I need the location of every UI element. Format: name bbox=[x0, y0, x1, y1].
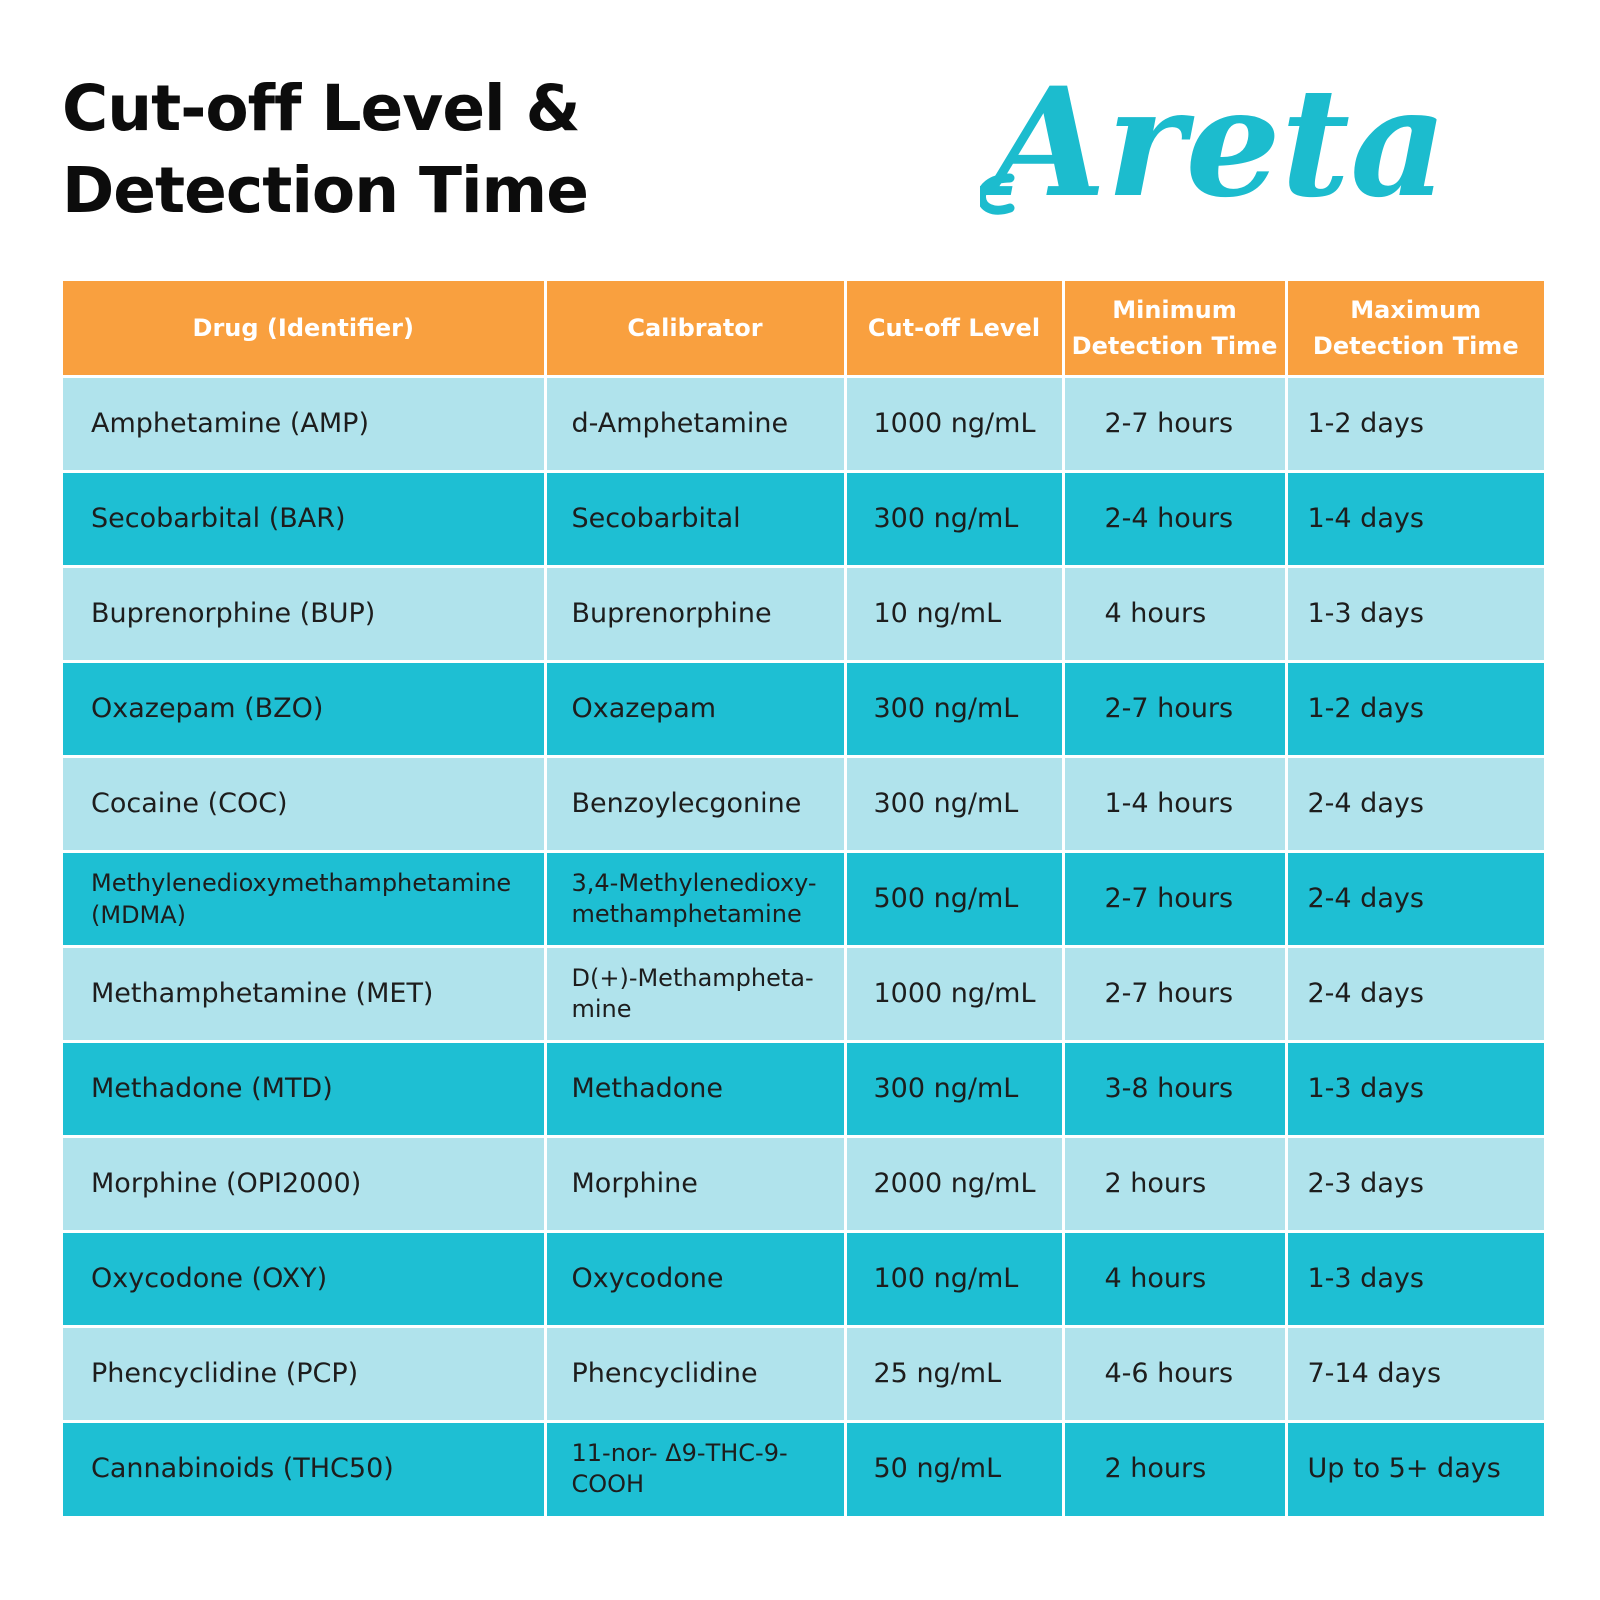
cell-max-detection: 2-4 days bbox=[1286, 946, 1544, 1043]
table-row: Secobarbital (BAR) Secobarbital 300 ng/m… bbox=[63, 471, 1544, 568]
table-row: Morphine (OPI2000) Morphine 2000 ng/mL 2… bbox=[63, 1136, 1544, 1233]
cell-calibrator: 3,4-Methylenedioxy-methamphetamine bbox=[545, 851, 847, 948]
cell-min-detection: 2-7 hours bbox=[1063, 946, 1288, 1043]
cell-calibrator: Oxycodone bbox=[545, 1231, 847, 1328]
table-row: Methylenedioxymethamphetamine (MDMA) 3,4… bbox=[63, 851, 1544, 948]
column-header-max-detection: Maximum Detection Time bbox=[1286, 281, 1544, 378]
cell-min-detection: 2-7 hours bbox=[1063, 851, 1288, 948]
table-row: Oxazepam (BZO) Oxazepam 300 ng/mL 2-7 ho… bbox=[63, 661, 1544, 758]
cell-calibrator: D(+)-Methampheta-mine bbox=[545, 946, 847, 1043]
cell-calibrator: Morphine bbox=[545, 1136, 847, 1233]
cell-drug: Buprenorphine (BUP) bbox=[63, 566, 547, 663]
cell-max-detection: Up to 5+ days bbox=[1286, 1421, 1544, 1516]
cell-min-detection: 1-4 hours bbox=[1063, 756, 1288, 853]
cell-cutoff: 1000 ng/mL bbox=[845, 946, 1065, 1043]
cell-min-detection: 4 hours bbox=[1063, 566, 1288, 663]
page-title: Cut-off Level & Detection Time bbox=[62, 68, 622, 232]
cell-drug: Oxazepam (BZO) bbox=[63, 661, 547, 758]
table-row: Phencyclidine (PCP) Phencyclidine 25 ng/… bbox=[63, 1326, 1544, 1423]
cell-calibrator: Oxazepam bbox=[545, 661, 847, 758]
cell-cutoff: 50 ng/mL bbox=[845, 1421, 1065, 1516]
cell-min-detection: 2-7 hours bbox=[1063, 661, 1288, 758]
cell-min-detection: 4 hours bbox=[1063, 1231, 1288, 1328]
cell-calibrator: Secobarbital bbox=[545, 471, 847, 568]
cell-drug: Secobarbital (BAR) bbox=[63, 471, 547, 568]
cell-cutoff: 25 ng/mL bbox=[845, 1326, 1065, 1423]
brand-logo-text: Areta bbox=[980, 60, 1447, 231]
detection-table: Drug (Identifier) Calibrator Cut-off Lev… bbox=[63, 281, 1544, 1516]
cell-min-detection: 4-6 hours bbox=[1063, 1326, 1288, 1423]
column-header-drug: Drug (Identifier) bbox=[63, 281, 547, 378]
cell-cutoff: 100 ng/mL bbox=[845, 1231, 1065, 1328]
cell-drug: Morphine (OPI2000) bbox=[63, 1136, 547, 1233]
brand-logo: Areta bbox=[980, 60, 1447, 231]
brand-logo-swash bbox=[980, 173, 1015, 215]
cell-cutoff: 2000 ng/mL bbox=[845, 1136, 1065, 1233]
cell-min-detection: 2-7 hours bbox=[1063, 376, 1288, 473]
cell-drug: Methamphetamine (MET) bbox=[63, 946, 547, 1043]
cell-drug: Phencyclidine (PCP) bbox=[63, 1326, 547, 1423]
cell-max-detection: 1-4 days bbox=[1286, 471, 1544, 568]
cell-drug: Oxycodone (OXY) bbox=[63, 1231, 547, 1328]
column-header-cutoff: Cut-off Level bbox=[845, 281, 1065, 378]
table-row: Methamphetamine (MET) D(+)-Methampheta-m… bbox=[63, 946, 1544, 1043]
cell-calibrator: d-Amphetamine bbox=[545, 376, 847, 473]
table-row: Oxycodone (OXY) Oxycodone 100 ng/mL 4 ho… bbox=[63, 1231, 1544, 1328]
cell-cutoff: 300 ng/mL bbox=[845, 756, 1065, 853]
cell-calibrator: Methadone bbox=[545, 1041, 847, 1138]
page-title-line-2: Detection Time bbox=[62, 154, 589, 227]
cell-drug: Cannabinoids (THC50) bbox=[63, 1421, 547, 1516]
column-header-min-detection: Minimum Detection Time bbox=[1063, 281, 1288, 378]
table-row: Buprenorphine (BUP) Buprenorphine 10 ng/… bbox=[63, 566, 1544, 663]
cell-calibrator: Benzoylecgonine bbox=[545, 756, 847, 853]
cell-max-detection: 1-3 days bbox=[1286, 1231, 1544, 1328]
table-header-row: Drug (Identifier) Calibrator Cut-off Lev… bbox=[63, 281, 1544, 378]
cell-cutoff: 300 ng/mL bbox=[845, 1041, 1065, 1138]
cell-calibrator: Buprenorphine bbox=[545, 566, 847, 663]
cell-max-detection: 2-4 days bbox=[1286, 851, 1544, 948]
cell-max-detection: 1-3 days bbox=[1286, 1041, 1544, 1138]
cell-calibrator: 11-nor- Δ9-THC-9-COOH bbox=[545, 1421, 847, 1516]
table-row: Amphetamine (AMP) d-Amphetamine 1000 ng/… bbox=[63, 376, 1544, 473]
cell-drug: Amphetamine (AMP) bbox=[63, 376, 547, 473]
cell-calibrator: Phencyclidine bbox=[545, 1326, 847, 1423]
cell-cutoff: 500 ng/mL bbox=[845, 851, 1065, 948]
cell-min-detection: 2 hours bbox=[1063, 1136, 1288, 1233]
cell-max-detection: 1-2 days bbox=[1286, 661, 1544, 758]
table-row: Methadone (MTD) Methadone 300 ng/mL 3-8 … bbox=[63, 1041, 1544, 1138]
cell-drug: Methadone (MTD) bbox=[63, 1041, 547, 1138]
cell-cutoff: 1000 ng/mL bbox=[845, 376, 1065, 473]
cell-min-detection: 2 hours bbox=[1063, 1421, 1288, 1516]
table-row: Cannabinoids (THC50) 11-nor- Δ9-THC-9-CO… bbox=[63, 1421, 1544, 1516]
column-header-calibrator: Calibrator bbox=[545, 281, 847, 378]
cell-max-detection: 2-3 days bbox=[1286, 1136, 1544, 1233]
cell-max-detection: 7-14 days bbox=[1286, 1326, 1544, 1423]
cell-min-detection: 3-8 hours bbox=[1063, 1041, 1288, 1138]
cell-max-detection: 1-2 days bbox=[1286, 376, 1544, 473]
cell-drug: Methylenedioxymethamphetamine (MDMA) bbox=[63, 851, 547, 948]
table-row: Cocaine (COC) Benzoylecgonine 300 ng/mL … bbox=[63, 756, 1544, 853]
cell-max-detection: 2-4 days bbox=[1286, 756, 1544, 853]
cell-max-detection: 1-3 days bbox=[1286, 566, 1544, 663]
cell-min-detection: 2-4 hours bbox=[1063, 471, 1288, 568]
cell-cutoff: 300 ng/mL bbox=[845, 661, 1065, 758]
cell-drug: Cocaine (COC) bbox=[63, 756, 547, 853]
cell-cutoff: 10 ng/mL bbox=[845, 566, 1065, 663]
page-title-line-1: Cut-off Level & bbox=[62, 72, 581, 145]
cell-cutoff: 300 ng/mL bbox=[845, 471, 1065, 568]
